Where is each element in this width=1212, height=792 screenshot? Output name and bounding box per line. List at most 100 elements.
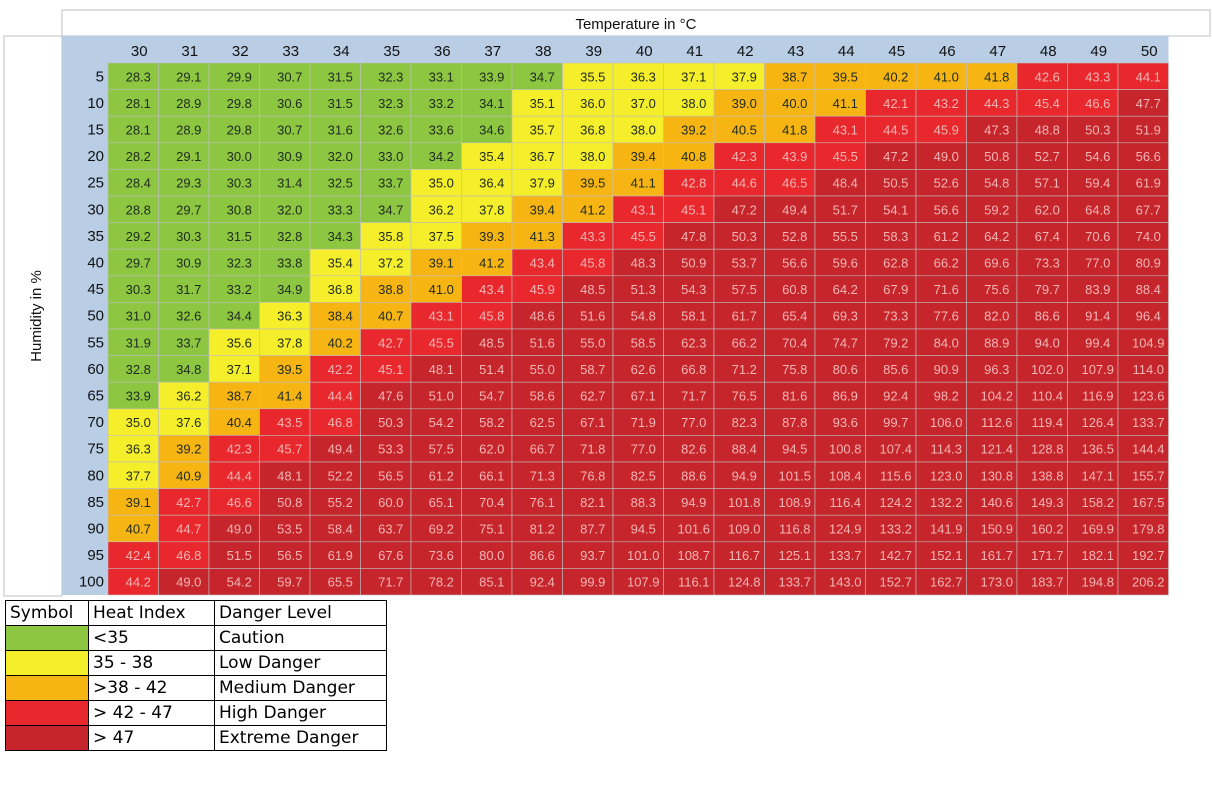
cell-value: 60.8: [782, 282, 807, 297]
cell-value: 79.2: [883, 335, 908, 350]
heat-cell: [1067, 408, 1119, 436]
cell-value: 34.6: [479, 123, 504, 138]
heat-cell: [360, 328, 412, 356]
heat-cell: [713, 62, 765, 90]
heat-cell: [814, 355, 866, 383]
legend-swatch: [5, 725, 89, 751]
cell-value: 83.9: [1085, 282, 1110, 297]
cell-value: 48.4: [833, 176, 858, 191]
cell-value: 93.7: [580, 548, 605, 563]
cell-value: 179.8: [1132, 522, 1165, 537]
x-tick-label: 47: [989, 43, 1006, 60]
cell-value: 49.0: [227, 522, 252, 537]
cell-value: 33.1: [429, 69, 454, 84]
cell-value: 35.5: [580, 69, 605, 84]
cell-value: 48.1: [277, 468, 302, 483]
legend-row: >38 - 42 Medium Danger: [5, 675, 387, 701]
heat-cell: [1117, 328, 1169, 356]
heat-cell: [360, 222, 412, 250]
heat-cell: [915, 355, 967, 383]
cell-value: 48.1: [429, 362, 454, 377]
cell-value: 104.2: [980, 389, 1013, 404]
cell-value: 33.7: [378, 176, 403, 191]
heat-cell: [764, 195, 816, 223]
heat-cell: [764, 222, 816, 250]
y-tick-label: 85: [87, 494, 104, 511]
heat-cell: [1016, 275, 1068, 303]
heat-cell: [713, 302, 765, 330]
heat-cell: [663, 568, 715, 596]
cell-value: 47.2: [732, 202, 757, 217]
cell-value: 79.7: [1035, 282, 1060, 297]
heat-cell: [663, 328, 715, 356]
cell-value: 126.4: [1081, 415, 1114, 430]
cell-value: 40.4: [227, 415, 252, 430]
y-tick-label: 20: [87, 148, 104, 165]
legend-swatch: [5, 650, 89, 676]
cell-value: 62.5: [530, 415, 555, 430]
heat-cell: [865, 62, 917, 90]
cell-value: 50.3: [378, 415, 403, 430]
cell-value: 61.2: [429, 468, 454, 483]
cell-value: 34.7: [530, 69, 555, 84]
cell-value: 54.8: [631, 309, 656, 324]
cell-value: 47.2: [883, 149, 908, 164]
cell-value: 61.7: [732, 309, 757, 324]
cell-value: 44.2: [126, 575, 151, 590]
cell-value: 98.2: [934, 389, 959, 404]
heat-cell: [1117, 568, 1169, 596]
cell-value: 29.2: [126, 229, 151, 244]
cell-value: 32.6: [176, 309, 201, 324]
heat-cell: [764, 514, 816, 543]
heat-cell: [107, 89, 159, 117]
heat-cell: [966, 381, 1018, 410]
heat-cell: [360, 195, 412, 223]
cell-value: 58.7: [580, 362, 605, 377]
cell-value: 41.0: [429, 282, 454, 297]
heat-cell: [663, 541, 715, 569]
cell-value: 81.6: [782, 389, 807, 404]
cell-value: 39.4: [631, 149, 656, 164]
cell-value: 91.4: [1085, 309, 1110, 324]
heat-cell: [1117, 275, 1169, 303]
cell-value: 28.4: [126, 176, 151, 191]
chart-title: Temperature in °C: [575, 16, 696, 33]
cell-value: 41.2: [479, 256, 504, 271]
cell-value: 31.0: [126, 309, 151, 324]
heat-cell: [461, 381, 513, 410]
y-tick-label: 90: [87, 521, 104, 538]
cell-value: 130.8: [980, 468, 1013, 483]
heat-cell: [814, 328, 866, 356]
cell-value: 33.3: [328, 202, 353, 217]
cell-value: 64.8: [1085, 202, 1110, 217]
heat-cell: [562, 355, 614, 383]
heat-cell: [1117, 195, 1169, 223]
cell-value: 52.7: [1035, 149, 1060, 164]
heat-cell: [915, 169, 967, 197]
cell-value: 28.2: [126, 149, 151, 164]
heat-cell: [865, 461, 917, 489]
cell-value: 48.6: [530, 309, 555, 324]
heat-cell: [1067, 195, 1119, 223]
cell-value: 124.8: [728, 575, 761, 590]
cell-value: 52.6: [934, 176, 959, 191]
heat-cell: [511, 568, 563, 596]
heat-cell: [915, 461, 967, 489]
cell-value: 88.3: [631, 495, 656, 510]
heat-cell: [461, 435, 513, 463]
cell-value: 90.9: [934, 362, 959, 377]
cell-value: 65.5: [328, 575, 353, 590]
heat-cell: [410, 169, 462, 197]
cell-value: 32.6: [378, 123, 403, 138]
cell-value: 62.7: [580, 389, 605, 404]
legend-header-heat-index: Heat Index: [88, 600, 215, 626]
cell-value: 123.6: [1132, 389, 1165, 404]
cell-value: 43.9: [782, 149, 807, 164]
cell-value: 114.0: [1132, 362, 1164, 377]
heat-cell: [410, 142, 462, 170]
heat-cell: [814, 302, 866, 330]
legend-range: <35: [88, 625, 215, 651]
cell-value: 50.8: [277, 495, 302, 510]
heat-cell: [461, 302, 513, 330]
cell-value: 138.8: [1031, 468, 1064, 483]
